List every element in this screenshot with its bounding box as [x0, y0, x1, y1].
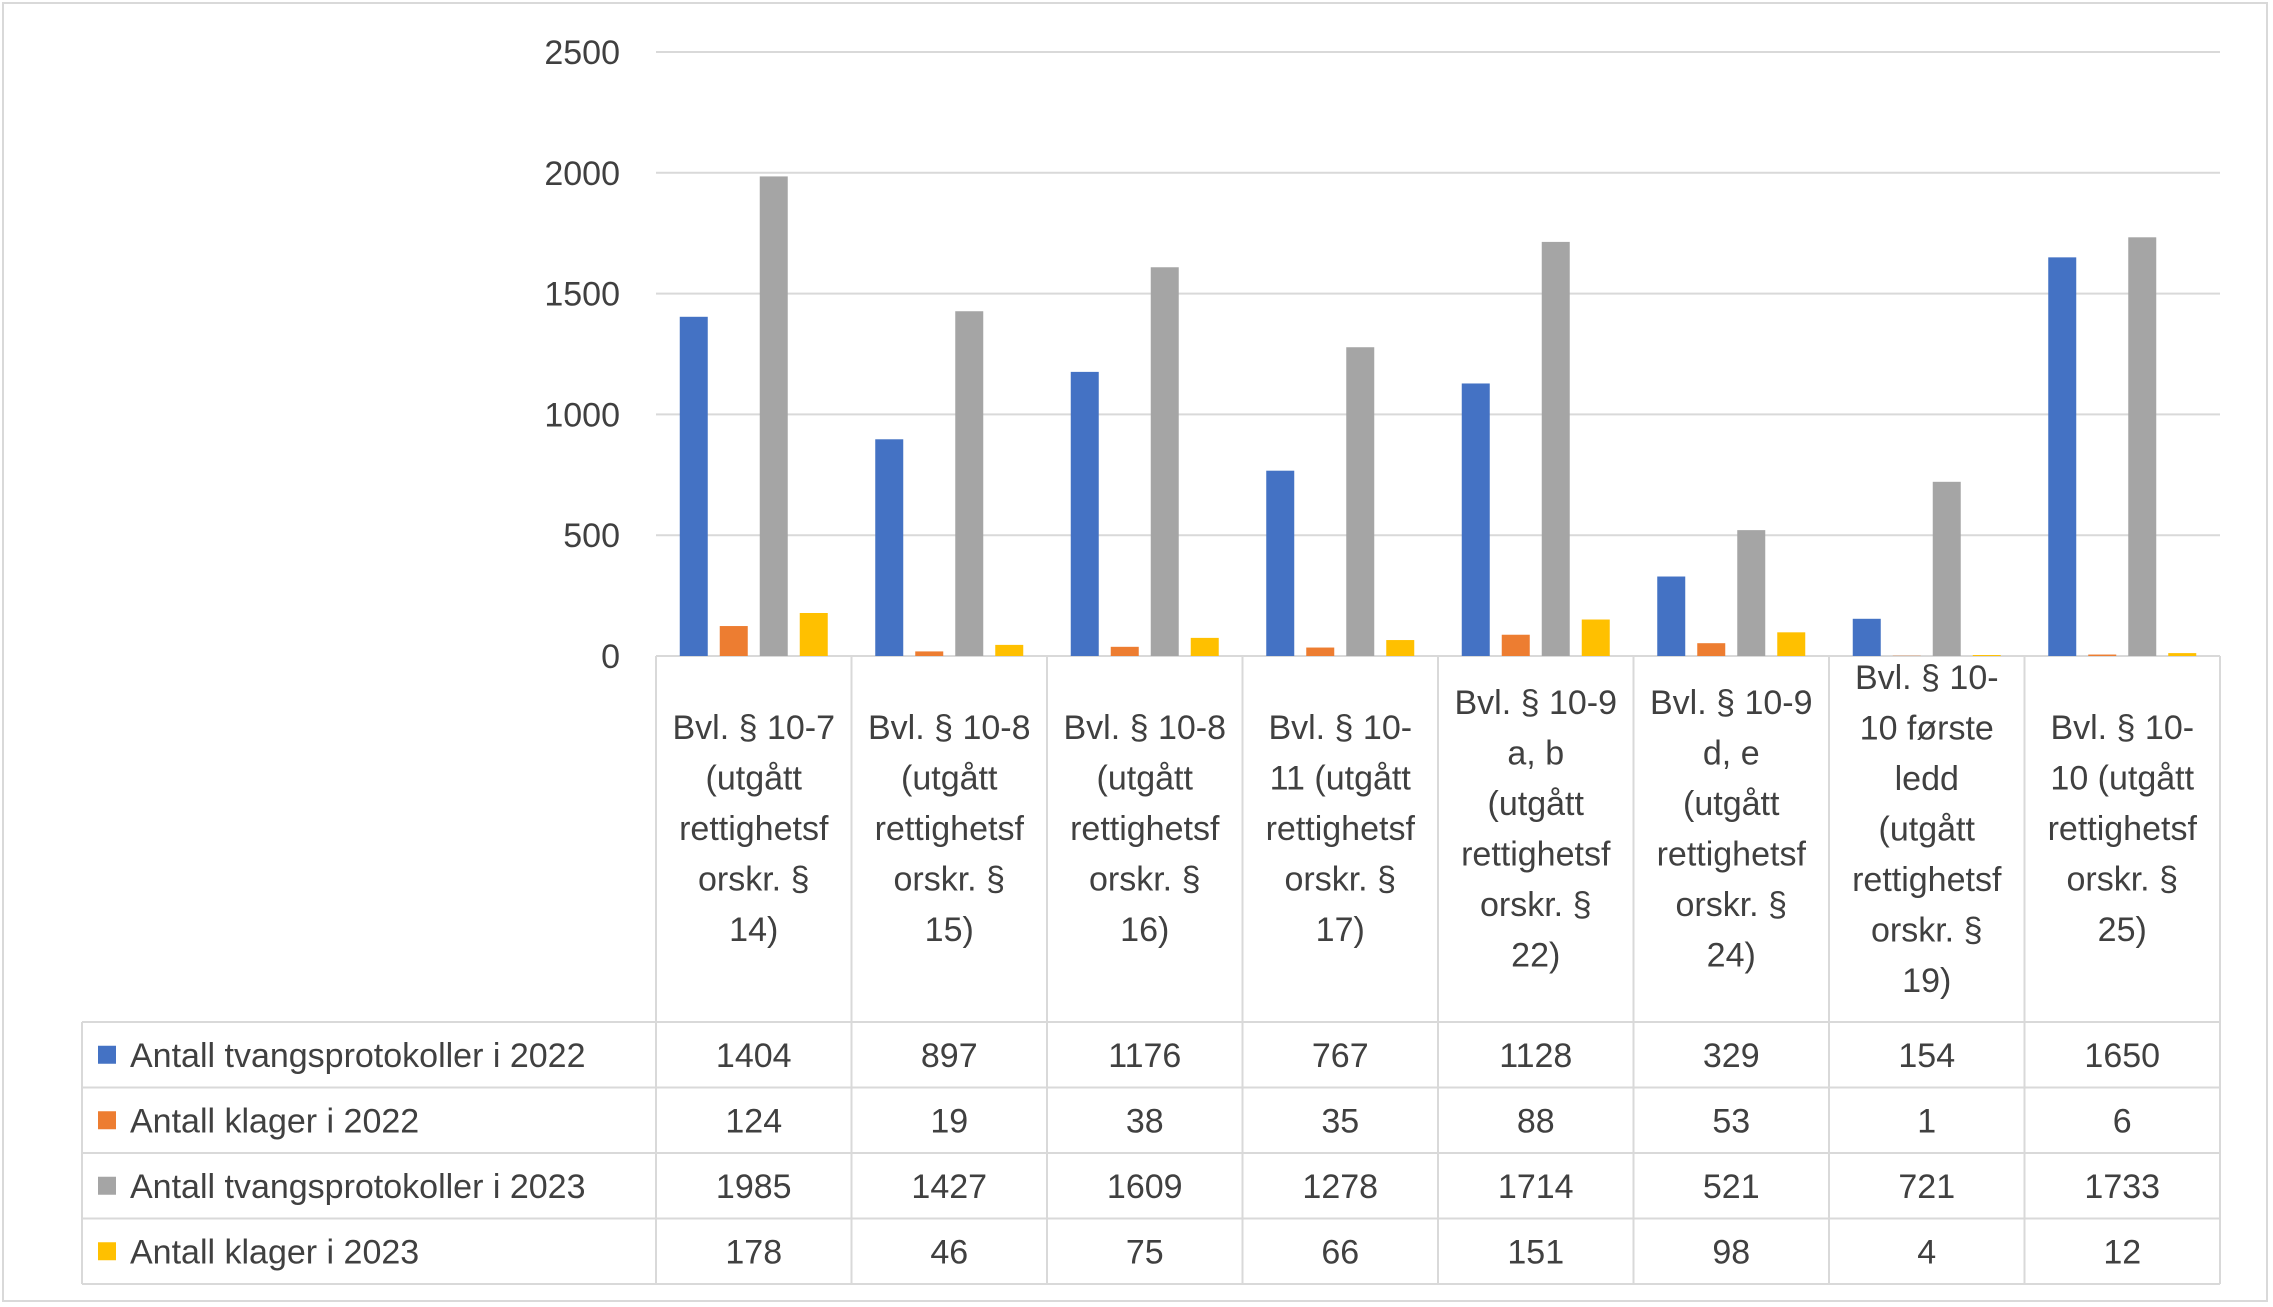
bar [995, 644, 1024, 656]
table-value: 154 [1898, 1037, 1955, 1075]
legend-key [98, 1045, 116, 1064]
bar-chart-with-data-table: 0 500 1000 1500 2000 2500 Bvl. § 10-7 (utgått re… [81, 34, 2221, 1285]
bar [1932, 481, 1961, 656]
table-value: 1985 [716, 1168, 792, 1206]
table-value: 329 [1703, 1037, 1760, 1075]
table-value: 53 [1712, 1102, 1750, 1140]
legend-key [98, 1176, 116, 1195]
y-tick-label: 1000 [544, 396, 620, 434]
bar [719, 626, 748, 656]
table-value: 88 [1517, 1102, 1555, 1140]
bar [2088, 654, 2117, 656]
table-value: 897 [921, 1037, 978, 1075]
category-label: Bvl. § 10-9 d, e (utgått rettighetsf orskr. … [1650, 684, 1813, 975]
category-label: Bvl. § 10-8 (utgått rettighetsf orskr. § 15) [868, 709, 1031, 949]
series-name: Antall tvangsprotokoller i 2022 [130, 1037, 586, 1075]
table-value: 38 [1126, 1102, 1164, 1140]
table-value: 66 [1321, 1233, 1359, 1271]
legend-key [98, 1242, 116, 1261]
table-value: 4 [1917, 1233, 1936, 1271]
series-name: Antall klager i 2023 [130, 1233, 419, 1271]
category-label: Bvl. § 10-10 første ledd (utgått rettighets… [1852, 659, 2002, 1000]
table-value: 1733 [2084, 1168, 2160, 1206]
bar [1386, 640, 1415, 656]
table-value: 98 [1712, 1233, 1750, 1271]
bar [2168, 653, 2197, 656]
bar [1110, 646, 1139, 656]
table-value: 46 [930, 1233, 968, 1271]
table-value: 178 [725, 1233, 782, 1271]
table-value: 1714 [1498, 1168, 1574, 1206]
bar [1306, 647, 1335, 656]
table-value: 1 [1917, 1102, 1936, 1140]
table-value: 721 [1898, 1168, 1955, 1206]
series-name: Antall klager i 2022 [130, 1102, 419, 1140]
bar [875, 439, 904, 656]
table-value: 1650 [2084, 1037, 2160, 1075]
bar [799, 612, 828, 656]
series-name: Antall tvangsprotokoller i 2023 [130, 1168, 586, 1206]
bar [1070, 371, 1099, 656]
table-value: 1278 [1302, 1168, 1378, 1206]
bar [955, 311, 984, 656]
y-tick-label: 2500 [544, 34, 620, 72]
table-value: 1404 [716, 1037, 792, 1075]
table-value: 6 [2113, 1102, 2132, 1140]
bar [1190, 637, 1219, 656]
table-value: 75 [1126, 1233, 1164, 1271]
table-value: 1609 [1107, 1168, 1183, 1206]
bar [1266, 470, 1295, 656]
bar [1501, 634, 1530, 656]
legend-key [98, 1111, 116, 1130]
category-label: Bvl. § 10-7 (utgått rettighetsf orskr. § 14) [672, 709, 835, 949]
bar [759, 176, 788, 656]
bar [1777, 632, 1806, 656]
y-tick-label: 500 [563, 517, 620, 555]
y-tick-label: 0 [601, 638, 620, 676]
bar [1737, 530, 1766, 656]
bar [1461, 383, 1490, 656]
table-value: 12 [2103, 1233, 2141, 1271]
bar [1697, 643, 1726, 656]
table-value: 521 [1703, 1168, 1760, 1206]
bar [679, 316, 708, 656]
table-value: 1427 [911, 1168, 987, 1206]
bar [1346, 347, 1375, 656]
table-value: 35 [1321, 1102, 1359, 1140]
y-tick-label: 2000 [544, 155, 620, 193]
table-value: 124 [725, 1102, 782, 1140]
bar [2048, 257, 2077, 656]
category-label: Bvl. § 10-10 (utgått rettighetsf orskr. § 2… [2048, 709, 2198, 949]
category-label: Bvl. § 10-9 a, b (utgått rettighetsf orskr. … [1454, 684, 1617, 975]
category-label: Bvl. § 10-8 (utgått rettighetsf orskr. § 16) [1063, 709, 1226, 949]
table-value: 1128 [1499, 1037, 1572, 1075]
bar [1541, 241, 1570, 657]
y-tick-label: 1500 [544, 276, 620, 314]
table-value: 19 [930, 1102, 968, 1140]
bar [1972, 655, 2001, 656]
table-value: 151 [1507, 1233, 1564, 1271]
bar [915, 651, 944, 656]
table-value: 767 [1312, 1037, 1369, 1075]
table-value: 1176 [1108, 1037, 1181, 1075]
bar [1581, 619, 1610, 656]
bar [1657, 576, 1686, 656]
category-label: Bvl. § 10-11 (utgått rettighetsf orskr. § 1… [1266, 709, 1416, 949]
bar [1150, 267, 1179, 656]
bar [2128, 237, 2157, 657]
bar [1852, 618, 1881, 656]
